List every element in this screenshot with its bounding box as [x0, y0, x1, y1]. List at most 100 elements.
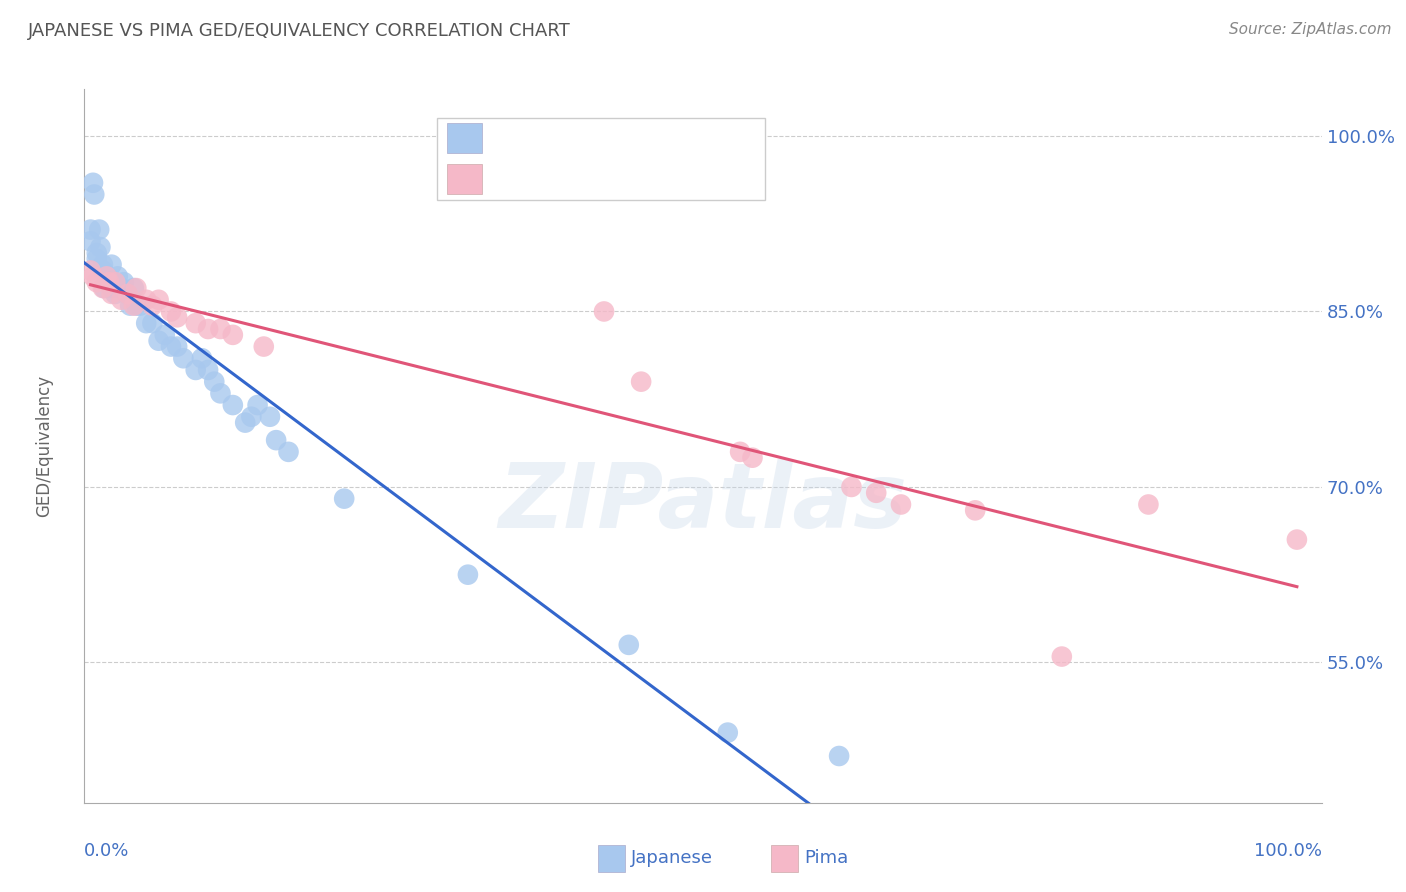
- Point: [100, 258, 122, 272]
- Point: [112, 275, 135, 289]
- Bar: [770, 845, 799, 872]
- Point: [172, 351, 194, 366]
- Point: [166, 340, 188, 354]
- Point: [202, 375, 225, 389]
- Point: [117, 287, 139, 301]
- Point: [828, 749, 851, 764]
- FancyBboxPatch shape: [437, 118, 765, 200]
- Point: [86, 252, 108, 266]
- Point: [141, 299, 163, 313]
- Bar: [447, 123, 481, 153]
- Bar: [447, 164, 481, 194]
- Point: [259, 409, 281, 424]
- Text: Source: ZipAtlas.com: Source: ZipAtlas.com: [1229, 22, 1392, 37]
- Text: N = 33: N = 33: [666, 170, 730, 188]
- Point: [333, 491, 356, 506]
- Point: [741, 450, 763, 465]
- Text: GED/Equivalency: GED/Equivalency: [35, 375, 53, 517]
- Point: [148, 293, 170, 307]
- Point: [141, 316, 163, 330]
- Text: Pima: Pima: [804, 849, 849, 867]
- Point: [104, 275, 127, 289]
- Point: [197, 363, 219, 377]
- Point: [96, 269, 118, 284]
- Point: [100, 281, 122, 295]
- Point: [83, 187, 105, 202]
- Point: [1137, 498, 1160, 512]
- Point: [96, 269, 118, 284]
- Point: [120, 299, 142, 313]
- Point: [125, 281, 148, 295]
- Point: [110, 281, 132, 295]
- Point: [197, 322, 219, 336]
- Point: [91, 263, 114, 277]
- Point: [82, 269, 104, 284]
- Point: [122, 281, 145, 295]
- Point: [222, 398, 245, 412]
- Point: [148, 334, 170, 348]
- Point: [89, 240, 111, 254]
- Point: [240, 409, 263, 424]
- Point: [135, 293, 157, 307]
- Text: R =  -0.515: R = -0.515: [494, 129, 605, 147]
- Point: [125, 299, 148, 313]
- Point: [91, 258, 114, 272]
- Point: [91, 281, 114, 295]
- Point: [79, 263, 101, 277]
- Point: [129, 299, 152, 313]
- Text: ZIPatlas: ZIPatlas: [499, 459, 907, 547]
- Point: [160, 304, 183, 318]
- Point: [153, 327, 176, 342]
- Point: [160, 340, 183, 354]
- Point: [82, 176, 104, 190]
- Point: [191, 351, 214, 366]
- Point: [135, 316, 157, 330]
- Point: [209, 386, 232, 401]
- Text: 100.0%: 100.0%: [1254, 842, 1322, 860]
- Point: [593, 304, 616, 318]
- Point: [166, 310, 188, 325]
- Text: 0.0%: 0.0%: [84, 842, 129, 860]
- Point: [277, 445, 299, 459]
- Text: Japanese: Japanese: [631, 849, 713, 867]
- Point: [253, 340, 276, 354]
- Point: [717, 725, 740, 739]
- Point: [110, 293, 132, 307]
- Point: [122, 299, 145, 313]
- Point: [104, 275, 127, 289]
- Point: [1050, 649, 1073, 664]
- Point: [98, 275, 121, 289]
- Text: JAPANESE VS PIMA GED/EQUIVALENCY CORRELATION CHART: JAPANESE VS PIMA GED/EQUIVALENCY CORRELA…: [28, 22, 571, 40]
- Point: [86, 246, 108, 260]
- Point: [865, 485, 887, 500]
- Point: [965, 503, 987, 517]
- Bar: [598, 845, 626, 872]
- Point: [184, 363, 207, 377]
- Point: [246, 398, 269, 412]
- Text: N = 50: N = 50: [666, 129, 730, 147]
- Point: [79, 222, 101, 236]
- Point: [86, 275, 108, 289]
- Point: [222, 327, 245, 342]
- Point: [630, 375, 652, 389]
- Point: [233, 416, 256, 430]
- Text: R = -0.603: R = -0.603: [494, 170, 593, 188]
- Point: [264, 433, 287, 447]
- Point: [104, 287, 127, 301]
- Point: [117, 287, 139, 301]
- Point: [728, 445, 751, 459]
- Point: [89, 222, 111, 236]
- Point: [107, 269, 129, 284]
- Point: [93, 281, 115, 295]
- Point: [617, 638, 640, 652]
- Point: [1285, 533, 1308, 547]
- Point: [108, 281, 131, 295]
- Point: [98, 275, 121, 289]
- Point: [79, 234, 101, 248]
- Point: [184, 316, 207, 330]
- Point: [457, 567, 479, 582]
- Point: [841, 480, 863, 494]
- Point: [209, 322, 232, 336]
- Point: [100, 287, 122, 301]
- Point: [890, 498, 912, 512]
